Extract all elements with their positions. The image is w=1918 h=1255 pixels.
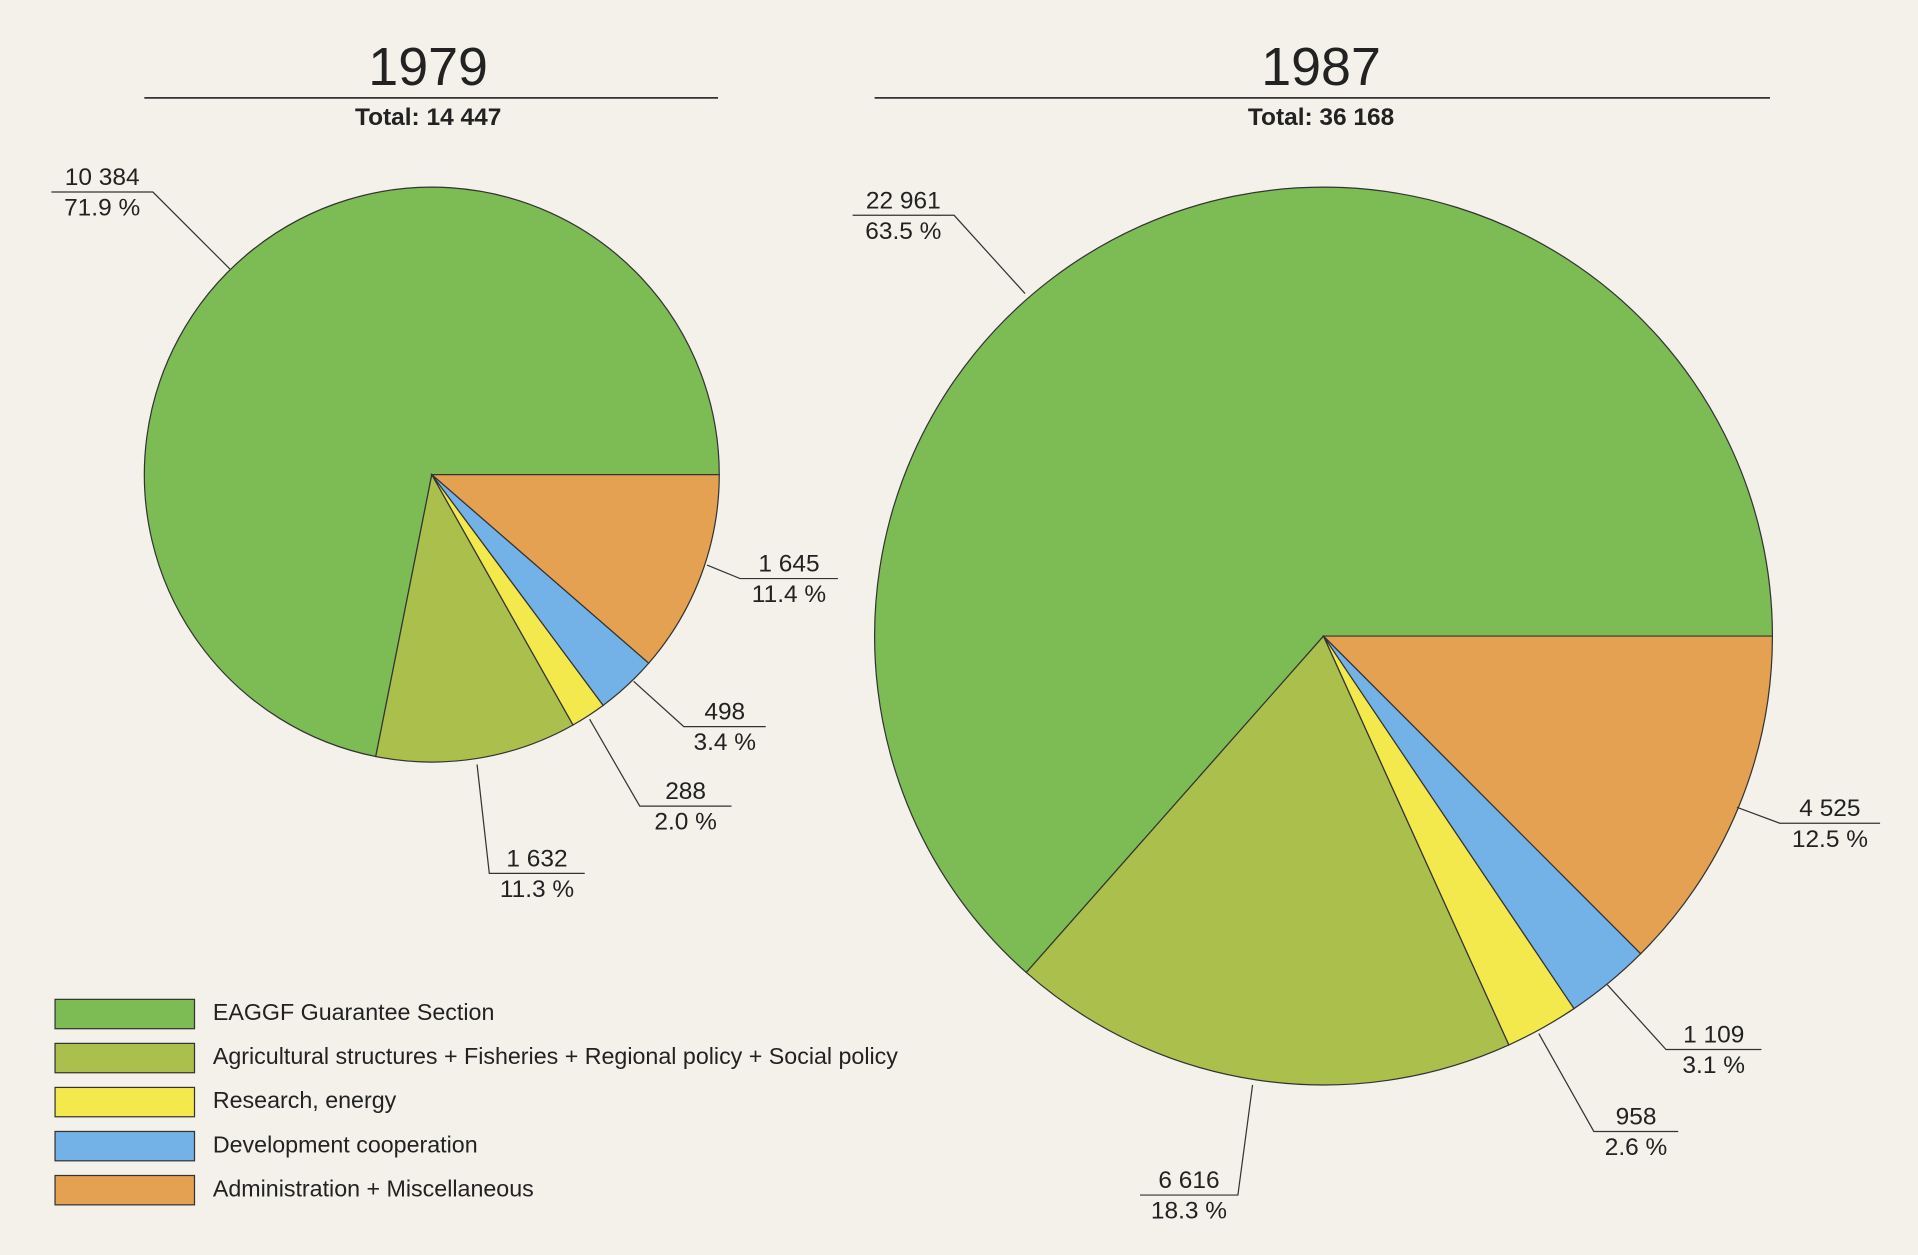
value-label: 288 [665, 778, 706, 805]
leader-line [1140, 1084, 1254, 1196]
value-label: 22 961 [866, 187, 941, 214]
value-label: 1 632 [506, 845, 567, 872]
legend-swatch [54, 1174, 196, 1206]
value-label: 4 525 [1799, 795, 1860, 822]
chart-subtitle: Total: 14 447 [355, 104, 501, 131]
pie-slice [375, 472, 574, 763]
percent-label: 11.3 % [500, 876, 574, 903]
chart-title: 1979 [368, 37, 488, 97]
percent-label: 18.3 % [1151, 1198, 1227, 1225]
percent-label: 11.4 % [752, 581, 826, 608]
value-label: 1 109 [1683, 1022, 1744, 1049]
legend-label: Agricultural structures + Fisheries + Re… [213, 1043, 898, 1069]
legend-label: Development cooperation [213, 1131, 478, 1157]
leader-line [706, 564, 838, 580]
leader-line [589, 718, 732, 807]
percent-label: 71.9 % [64, 195, 140, 222]
value-label: 958 [1616, 1103, 1657, 1130]
value-label: 1 645 [758, 551, 819, 578]
leader-line [1538, 1033, 1679, 1133]
chart-title: 1987 [1261, 37, 1381, 97]
leader-line [476, 764, 585, 874]
legend-label: EAGGF Guarantee Section [213, 999, 495, 1025]
legend-swatch [54, 1086, 196, 1118]
leader-line [51, 191, 231, 270]
pie-slice [430, 473, 720, 665]
leader-line [1606, 984, 1762, 1051]
pie-slice [1025, 634, 1510, 1086]
percent-label: 3.4 % [693, 729, 756, 756]
percent-label: 2.0 % [654, 809, 717, 836]
pie-slice [143, 186, 720, 758]
percent-label: 63.5 % [865, 218, 941, 245]
legend-swatch [54, 1130, 196, 1162]
value-label: 10 384 [65, 164, 140, 191]
percent-label: 12.5 % [1792, 826, 1868, 853]
percent-label: 2.6 % [1605, 1134, 1668, 1161]
legend-label: Administration + Miscellaneous [213, 1175, 534, 1201]
legend-label: Research, energy [213, 1087, 397, 1113]
leader-line [852, 214, 1026, 294]
legend-swatch [54, 998, 196, 1030]
value-label: 6 616 [1158, 1167, 1219, 1194]
percent-label: 3.1 % [1682, 1052, 1745, 1079]
pie-slice [874, 186, 1774, 974]
legend-swatch [54, 1042, 196, 1074]
value-label: 498 [704, 699, 745, 726]
leader-line [633, 680, 766, 728]
chart-subtitle: Total: 36 168 [1248, 104, 1394, 131]
leader-line [1736, 806, 1881, 824]
